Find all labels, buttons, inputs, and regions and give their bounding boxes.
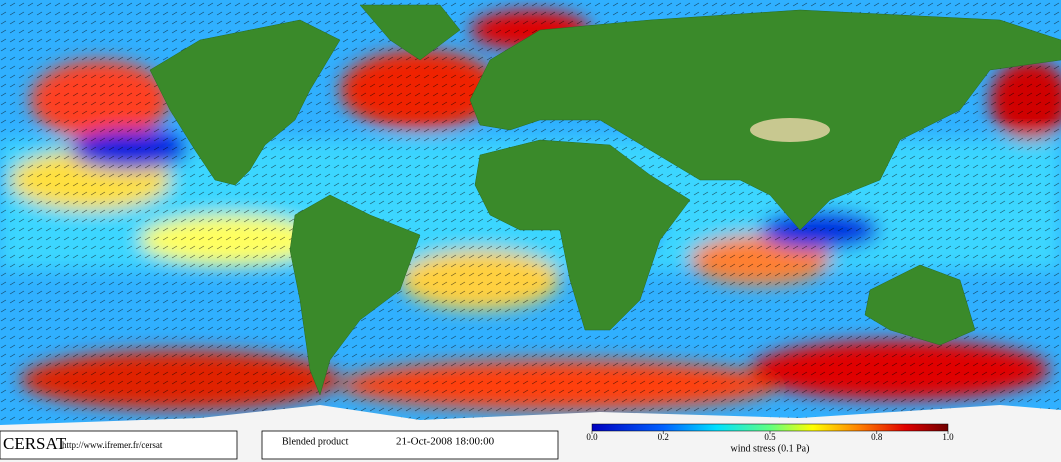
land [149,4,1061,396]
date: 21-Oct-2008 18:00:00 [396,436,495,448]
colorbar [591,423,949,432]
colorbar-label: wind stress (0.1 Pa) [731,443,810,454]
colorbar-tick-label: 0.5 [764,432,776,442]
product: Blended product [282,436,349,447]
logo: CERSAT [3,434,67,453]
info-box [261,430,559,460]
logo-box [0,430,238,460]
colorbar-tick-label: 0.2 [658,432,669,442]
colorbar-tick-label: 0.0 [586,432,598,442]
url: http://www.ifremer.fr/cersat [62,440,163,450]
colorbar-tick-label: 0.8 [871,432,883,442]
colorbar-tick-label: 1.0 [942,432,954,442]
